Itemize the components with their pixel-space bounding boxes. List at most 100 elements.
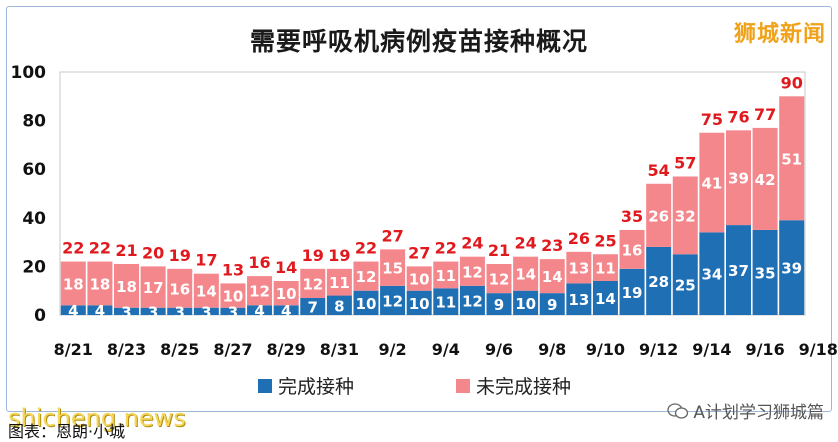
data-label-completed: 39 — [781, 260, 802, 278]
data-label-total: 22 — [62, 239, 84, 258]
x-tick-label: 9/10 — [586, 340, 625, 359]
legend-swatch-completed — [258, 378, 272, 393]
bar-incomplete — [672, 176, 698, 255]
x-tick-label: 9/14 — [692, 340, 731, 359]
legend-item-incomplete: 未完成接种 — [456, 372, 571, 399]
data-label-total: 75 — [701, 110, 723, 129]
data-label-completed: 25 — [675, 277, 696, 295]
legend-item-completed: 完成接种 — [258, 372, 354, 399]
data-label-incomplete: 11 — [329, 274, 350, 292]
y-tick-label: 0 — [34, 306, 46, 326]
data-label-incomplete: 12 — [356, 268, 377, 286]
bar-completed — [220, 307, 246, 315]
chart-title: 需要呼吸机病例疫苗接种概况 — [249, 27, 588, 56]
y-tick-label: 60 — [22, 160, 46, 180]
data-label-total: 19 — [302, 246, 324, 265]
x-tick-label: 8/23 — [107, 340, 146, 359]
data-label-incomplete: 51 — [781, 150, 802, 168]
bar-incomplete — [220, 283, 246, 308]
bar-completed — [539, 293, 565, 315]
y-tick-label: 40 — [22, 209, 46, 229]
bar-completed — [699, 232, 725, 315]
data-label-completed: 12 — [382, 292, 403, 310]
bar-completed — [140, 307, 166, 315]
x-tick-label: 8/21 — [54, 340, 93, 359]
data-label-incomplete: 10 — [223, 288, 244, 306]
data-label-incomplete: 18 — [63, 275, 84, 293]
bar-incomplete — [539, 259, 565, 294]
bar-completed — [380, 285, 406, 315]
data-label-total: 23 — [541, 236, 563, 255]
data-label-total: 35 — [621, 207, 643, 226]
data-label-total: 24 — [514, 234, 536, 253]
data-label-total: 22 — [435, 239, 457, 258]
data-label-completed: 10 — [356, 295, 377, 313]
bar-completed — [513, 290, 539, 315]
data-label-total: 27 — [381, 226, 403, 245]
x-tick-label: 8/25 — [160, 340, 199, 359]
bar-completed — [646, 246, 672, 315]
data-label-incomplete: 12 — [462, 263, 483, 281]
data-label-completed: 10 — [515, 295, 536, 313]
wechat-watermark: A计划学习狮城篇 — [667, 398, 824, 423]
data-label-total: 26 — [568, 229, 590, 248]
data-label-incomplete: 14 — [515, 266, 536, 284]
data-label-completed: 8 — [334, 297, 344, 315]
bar-completed — [273, 305, 299, 315]
data-label-completed: 4 — [68, 302, 78, 320]
data-label-incomplete: 10 — [276, 285, 297, 303]
bar-completed — [167, 307, 193, 315]
data-label-incomplete: 13 — [568, 260, 589, 278]
data-label-completed: 35 — [755, 264, 776, 282]
data-label-total: 22 — [355, 239, 377, 258]
data-label-completed: 3 — [148, 303, 158, 321]
bar-completed — [752, 229, 778, 315]
data-label-completed: 3 — [121, 303, 131, 321]
data-label-total: 21 — [488, 241, 510, 260]
data-label-incomplete: 39 — [728, 170, 749, 188]
data-label-total: 76 — [727, 107, 749, 126]
data-label-completed: 14 — [595, 290, 616, 308]
bar-incomplete — [433, 261, 459, 289]
wechat-account-name: A计划学习狮城篇 — [693, 403, 824, 423]
legend-label-incomplete: 未完成接种 — [476, 376, 572, 398]
data-label-incomplete: 12 — [249, 283, 270, 301]
bar-completed — [725, 225, 751, 315]
bar-incomplete — [326, 268, 352, 296]
bar-completed — [486, 293, 512, 315]
bar-completed — [459, 285, 485, 315]
data-label-incomplete: 18 — [116, 278, 137, 296]
data-label-completed: 28 — [648, 273, 669, 291]
data-label-incomplete: 32 — [675, 207, 696, 225]
data-label-completed: 7 — [308, 298, 318, 316]
data-label-total: 13 — [222, 260, 244, 279]
bar-incomplete — [273, 280, 299, 306]
x-tick-label: 8/29 — [267, 340, 306, 359]
bar-incomplete — [114, 263, 140, 308]
data-label-completed: 34 — [701, 266, 722, 284]
data-label-total: 16 — [248, 253, 270, 272]
bar-completed — [672, 254, 698, 315]
bar-incomplete — [699, 132, 725, 233]
data-label-incomplete: 10 — [409, 271, 430, 289]
source-caption: 图表：恩朗·小城 — [8, 422, 126, 441]
bar-incomplete — [566, 251, 592, 284]
data-label-total: 24 — [461, 234, 483, 253]
data-label-completed: 4 — [254, 302, 264, 320]
legend-swatch-incomplete — [456, 378, 470, 393]
data-label-incomplete: 41 — [701, 175, 722, 193]
data-label-incomplete: 42 — [755, 171, 776, 189]
brand-logo-text: 狮城新闻 — [733, 22, 826, 47]
bar-incomplete — [619, 229, 645, 269]
data-label-total: 57 — [674, 153, 696, 172]
bar-incomplete — [779, 96, 805, 221]
data-label-completed: 10 — [409, 295, 430, 313]
bar-completed — [60, 305, 86, 315]
x-tick-label: 9/2 — [379, 340, 407, 359]
data-label-incomplete: 14 — [196, 283, 217, 301]
bar-completed — [592, 280, 618, 315]
bar-completed — [566, 283, 592, 315]
bar-incomplete — [380, 249, 406, 286]
bar-incomplete — [486, 263, 512, 294]
